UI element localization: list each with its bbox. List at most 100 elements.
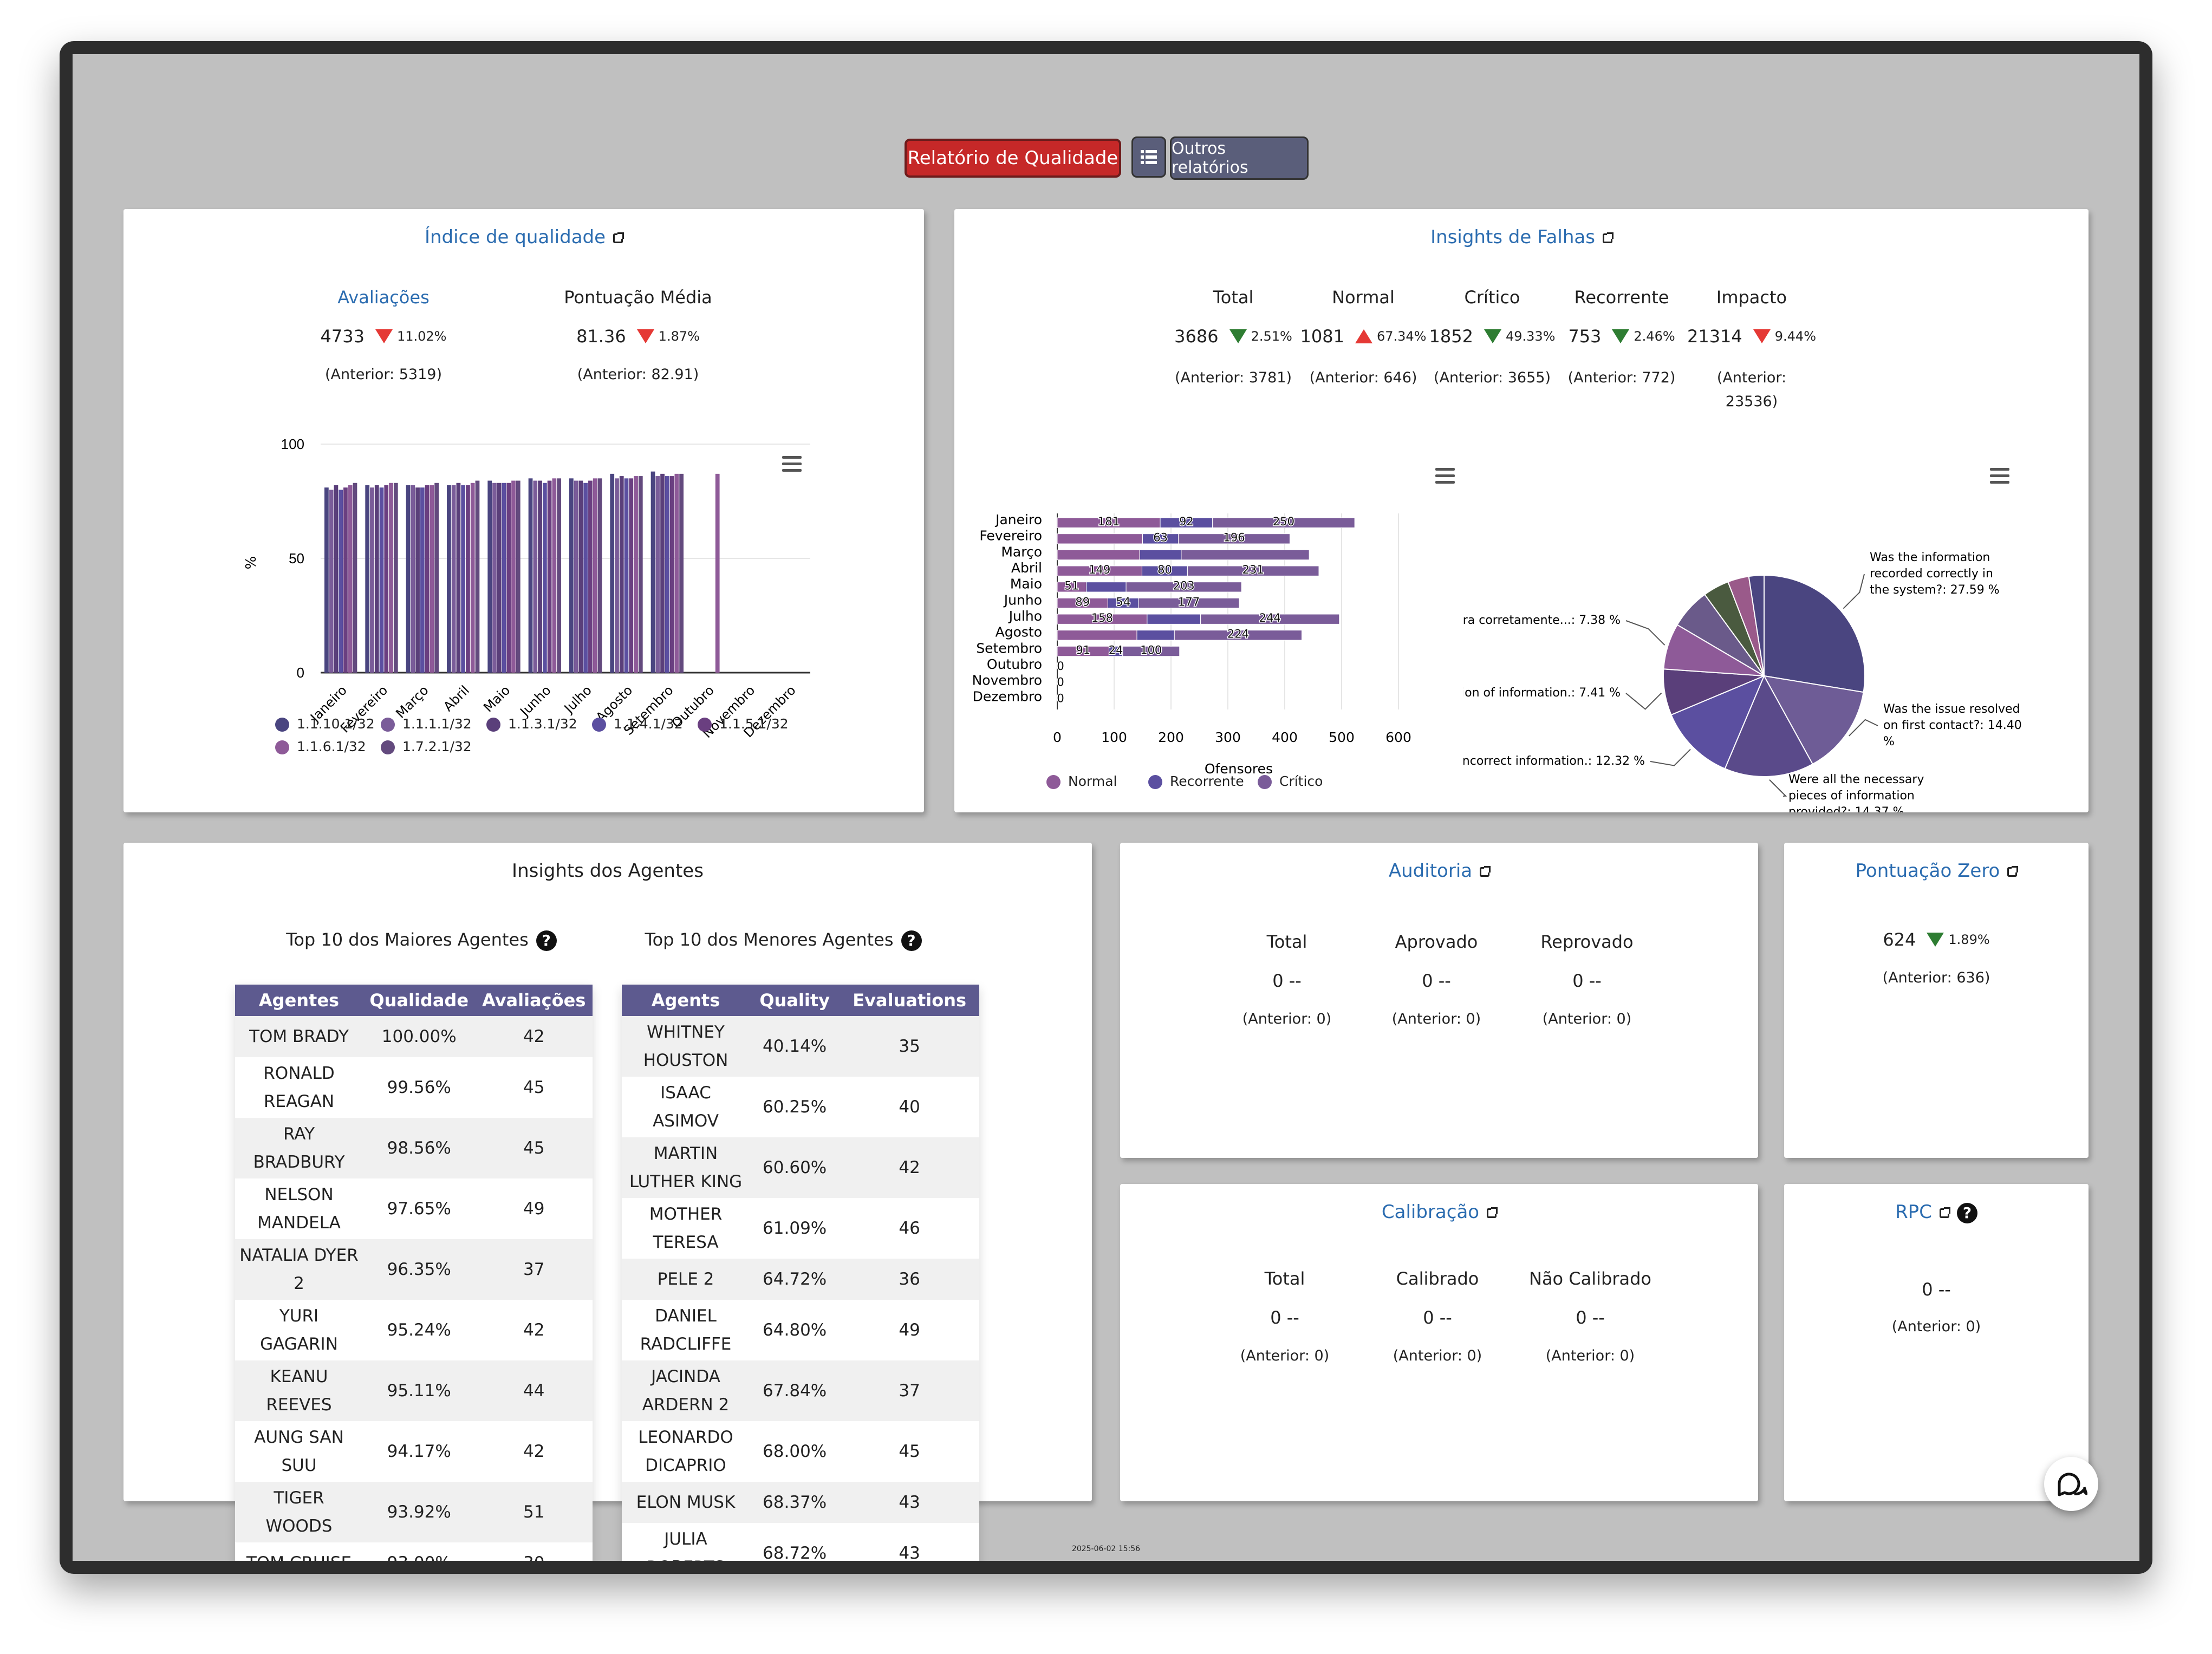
list-view-button[interactable] [1131, 136, 1166, 178]
quality-report-button[interactable]: Relatório de Qualidade [905, 139, 1121, 178]
legend-item[interactable]: Normal [1046, 773, 1117, 789]
column-header[interactable]: Agents [622, 985, 750, 1016]
bar[interactable] [569, 478, 574, 673]
bar[interactable] [669, 476, 674, 673]
bar-segment[interactable] [1086, 582, 1127, 592]
failure-insights-title[interactable]: Insights de Falhas [954, 226, 2089, 248]
bar[interactable] [415, 487, 420, 673]
legend-item[interactable]: 1.1.10.1/32 [275, 716, 375, 732]
external-link-icon[interactable] [1487, 1207, 1498, 1218]
bar[interactable] [365, 485, 370, 673]
legend-item[interactable]: 1.1.4.1/32 [592, 716, 683, 732]
pie-slice[interactable] [1763, 675, 1864, 765]
bar[interactable] [597, 478, 602, 673]
bar-segment[interactable] [1147, 614, 1201, 624]
bar[interactable] [497, 483, 502, 673]
bar[interactable] [492, 483, 497, 673]
column-header[interactable]: Quality [750, 985, 840, 1016]
bar[interactable] [393, 483, 398, 673]
pie-slice[interactable] [1670, 675, 1765, 770]
bar[interactable] [674, 473, 679, 673]
bar[interactable] [552, 478, 557, 673]
bar[interactable] [379, 487, 384, 673]
bar[interactable] [456, 483, 461, 673]
bar[interactable] [389, 483, 393, 673]
bar-segment[interactable] [1138, 597, 1240, 609]
bar[interactable] [339, 490, 343, 673]
bar[interactable] [538, 480, 542, 673]
zero-score-title[interactable]: Pontuação Zero [1784, 860, 2089, 882]
bar[interactable] [634, 476, 638, 673]
bar[interactable] [461, 485, 466, 673]
legend-item[interactable]: 1.1.5.1/32 [698, 716, 789, 732]
bar[interactable] [475, 480, 480, 673]
bar[interactable] [425, 485, 430, 673]
pie-slice[interactable] [1724, 674, 1814, 777]
bar[interactable] [516, 480, 521, 673]
external-link-icon[interactable] [613, 232, 624, 243]
bar[interactable] [370, 487, 374, 673]
bar[interactable] [343, 487, 348, 673]
bar[interactable] [384, 485, 389, 673]
bar-segment[interactable] [1122, 646, 1180, 657]
bar-segment[interactable] [1187, 565, 1319, 576]
external-link-icon[interactable] [1939, 1207, 1950, 1218]
legend-item[interactable]: 1.7.2.1/32 [381, 739, 472, 754]
bar[interactable] [470, 483, 475, 673]
bar[interactable] [593, 478, 597, 673]
audit-title[interactable]: Auditoria [1120, 860, 1758, 882]
bar[interactable] [650, 471, 655, 673]
bar-segment[interactable] [1200, 614, 1340, 624]
bar[interactable] [430, 485, 434, 673]
column-header[interactable]: Evaluations [840, 985, 979, 1016]
bar[interactable] [334, 485, 339, 673]
bar[interactable] [528, 478, 533, 673]
bar[interactable] [547, 480, 552, 673]
bar[interactable] [411, 485, 415, 673]
bar[interactable] [466, 485, 470, 673]
column-header[interactable]: Qualidade [363, 985, 476, 1016]
bar[interactable] [665, 476, 669, 673]
bar[interactable] [588, 480, 593, 673]
legend-item[interactable]: Recorrente [1148, 773, 1244, 789]
bar[interactable] [533, 480, 538, 673]
bar[interactable] [557, 478, 561, 673]
bar[interactable] [542, 483, 547, 673]
bar[interactable] [583, 483, 588, 673]
legend-item[interactable]: Crítico [1258, 773, 1323, 789]
pie-slice[interactable] [1748, 574, 1765, 676]
bar[interactable] [624, 478, 629, 673]
bar[interactable] [629, 478, 634, 673]
bar[interactable] [420, 487, 425, 673]
bar[interactable] [324, 487, 329, 673]
bar-segment[interactable] [1174, 630, 1302, 641]
bar[interactable] [610, 473, 615, 673]
bar[interactable] [434, 483, 439, 673]
bar[interactable] [374, 485, 379, 673]
bar[interactable] [447, 485, 451, 673]
column-header[interactable]: Avaliações [475, 985, 593, 1016]
legend-item[interactable]: 1.1.6.1/32 [275, 739, 366, 754]
bar[interactable] [715, 473, 720, 673]
bar[interactable] [615, 478, 619, 673]
bar-segment[interactable] [1057, 630, 1137, 641]
bar-segment[interactable] [1181, 549, 1310, 561]
bar[interactable] [487, 480, 492, 673]
bar[interactable] [406, 485, 411, 673]
bar-segment[interactable] [1136, 630, 1175, 641]
bar-segment[interactable] [1139, 549, 1182, 561]
bar[interactable] [660, 473, 665, 673]
bar[interactable] [451, 485, 456, 673]
bar-segment[interactable] [1125, 582, 1242, 592]
bar[interactable] [329, 490, 334, 673]
bar-chart-menu-icon[interactable] [1435, 468, 1455, 484]
pie-slice[interactable] [1764, 574, 1865, 693]
external-link-icon[interactable] [1480, 865, 1491, 877]
bar[interactable] [511, 480, 516, 673]
help-icon[interactable]: ? [536, 930, 557, 951]
bar-segment[interactable] [1057, 549, 1140, 561]
bar[interactable] [506, 483, 511, 673]
chat-button[interactable] [2044, 1457, 2098, 1511]
bar[interactable] [578, 480, 583, 673]
bar[interactable] [353, 483, 357, 673]
